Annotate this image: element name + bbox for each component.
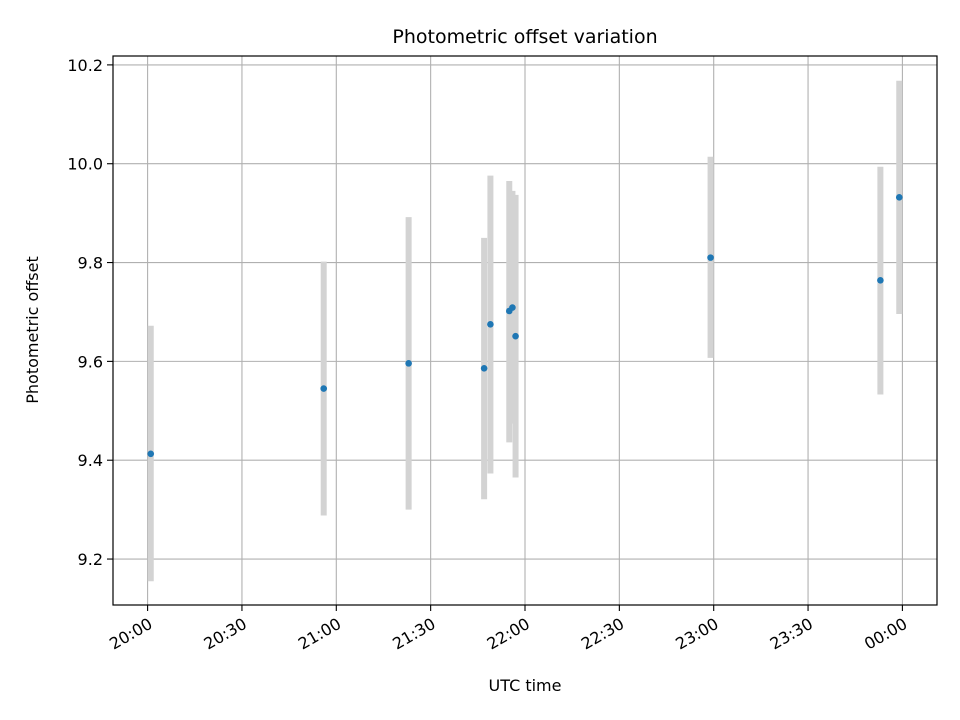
y-axis-ticks: 9.2 9.4 9.6 9.8 10.0 10.2: [67, 56, 113, 569]
y-tick-label: 9.4: [78, 451, 103, 470]
y-tick-label: 9.2: [78, 550, 103, 569]
data-point: [320, 385, 328, 392]
data-point: [480, 365, 488, 372]
y-tick-label: 9.8: [78, 254, 103, 273]
data-point: [147, 450, 155, 458]
grid: [113, 56, 937, 605]
data-point: [487, 321, 494, 328]
y-tick-label: 9.6: [78, 352, 103, 371]
data-point: [707, 254, 714, 261]
data-point: [877, 277, 884, 284]
data-points: [147, 194, 903, 458]
data-point: [509, 304, 516, 311]
data-point: [512, 332, 519, 340]
data-point: [405, 360, 412, 367]
y-axis-label: Photometric offset: [23, 256, 42, 404]
y-tick-label: 10.2: [67, 56, 103, 75]
chart-title: Photometric offset variation: [392, 26, 657, 48]
data-point: [895, 194, 903, 201]
x-axis-label: UTC time: [489, 676, 562, 695]
y-tick-label: 10.0: [67, 155, 103, 174]
